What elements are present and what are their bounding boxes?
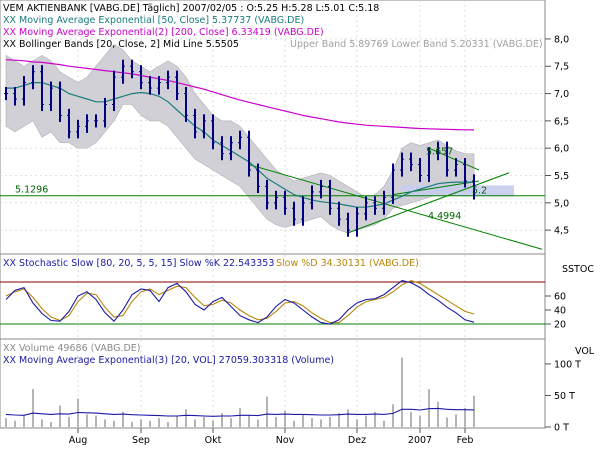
legend-bollinger: XX Bollinger Bands [20, Close, 2] Mid Li…	[3, 39, 239, 50]
annotation-label: 5.2	[472, 185, 487, 196]
legend-ma200: XX Moving Average Exponential(2) [200, C…	[3, 27, 324, 38]
ma200-line	[5, 59, 475, 131]
stochastic-plot	[0, 280, 545, 325]
price-tick-label: 5,5	[554, 171, 569, 182]
x-tick-label: Dez	[348, 435, 366, 446]
price-tick-label: 7,0	[554, 89, 569, 100]
x-tick-label: 2007	[408, 435, 432, 446]
stoch-tick-label: 20	[554, 320, 566, 331]
volume-tick-label: 0 T	[554, 423, 569, 434]
legend-volume: XX Volume 49686 (VABG.DE)	[3, 343, 140, 354]
annotation-label: 5.657	[426, 146, 453, 157]
legend-ma50: XX Moving Average Exponential [50, Close…	[3, 15, 304, 26]
price-tick-label: 7,5	[554, 62, 569, 73]
price-legend: VEM AKTIENBANK [VABG.DE] Täglich] 2007/0…	[3, 3, 543, 50]
price-tick-label: 6,0	[554, 144, 569, 155]
volume-legend: XX Volume 49686 (VABG.DE) XX Moving Aver…	[3, 343, 334, 366]
support-zone	[402, 185, 514, 197]
x-tick-label: Okt	[205, 435, 222, 446]
legend-bollinger-bands: Upper Band 5.89769 Lower Band 5.20331 (V…	[290, 39, 543, 50]
volume-plot	[5, 357, 475, 427]
price-plot: 5.1296 5.657 4.4994 5.2	[0, 44, 545, 250]
stoch-tick-label: 60	[554, 292, 566, 303]
annotation-label: 5.1296	[15, 185, 48, 196]
volume-tick-label: 50 T	[554, 391, 575, 402]
legend-stoch-k: XX Stochastic Slow [80, 20, 5, 5, 15] Sl…	[3, 258, 274, 269]
legend-stoch-d: Slow %D 34.30131 (VABG.DE)	[276, 258, 419, 269]
trend-line-up	[347, 172, 510, 234]
price-tick-label: 4,5	[554, 226, 569, 237]
stoch-d-line	[5, 280, 475, 324]
ma50-line	[6, 81, 475, 208]
stoch-k-line	[5, 280, 475, 325]
x-tick-label: Sep	[132, 435, 150, 446]
volume-tick-label: 100 T	[554, 359, 581, 370]
stochastic-axis-title: SSTOC	[562, 264, 594, 275]
axis-ticks: Aug Sep Okt Nov Dez 2007 Feb 8,0 7,5 7,0 6,5 6,0 5,5…	[69, 34, 581, 446]
legend-volume-ma: XX Moving Average Exponential(3) [20, VO…	[3, 355, 334, 366]
stoch-tick-label: 40	[554, 306, 566, 317]
volume-ma-line	[5, 407, 475, 417]
x-tick-label: Aug	[69, 435, 88, 446]
legend-title: VEM AKTIENBANK [VABG.DE] Täglich] 2007/0…	[3, 3, 379, 14]
stochastic-legend: XX Stochastic Slow [80, 20, 5, 5, 15] Sl…	[3, 258, 419, 269]
x-tick-label: Feb	[457, 435, 474, 446]
annotation-label: 4.4994	[428, 211, 461, 222]
volume-axis-title: VOL	[575, 346, 595, 357]
trend-line-down	[248, 164, 543, 250]
stochastic-panel	[0, 253, 546, 340]
price-tick-label: 5,0	[554, 198, 569, 209]
price-tick-label: 8,0	[554, 34, 569, 45]
x-tick-label: Nov	[276, 435, 295, 446]
price-tick-label: 6,5	[554, 116, 569, 127]
